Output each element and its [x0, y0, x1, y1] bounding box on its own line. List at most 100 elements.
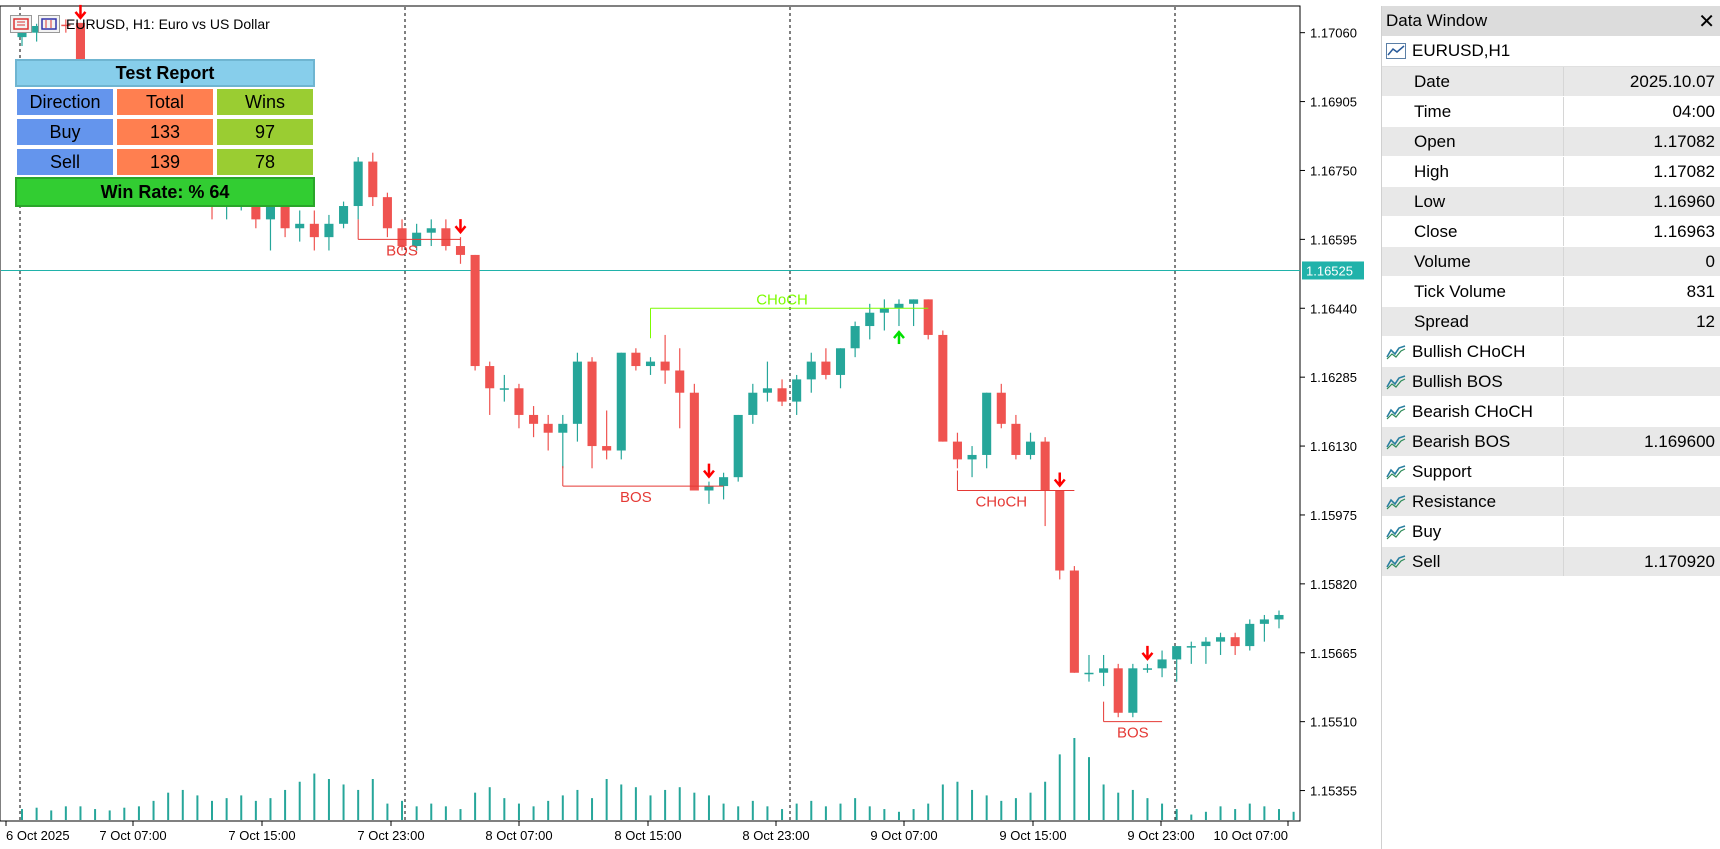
bull-candle [894, 303, 904, 309]
bear-candle [529, 414, 539, 424]
time-tick-label: 9 Oct 15:00 [999, 828, 1066, 843]
row-value [1564, 367, 1720, 396]
bear-candle [1069, 570, 1079, 673]
bull-candle [850, 326, 860, 349]
report-win-rate: Win Rate: % 64 [15, 177, 315, 207]
bull-candle [645, 361, 656, 367]
close-icon[interactable]: ✕ [1698, 10, 1715, 33]
sell-arrow-head [1141, 652, 1154, 661]
data-window-row[interactable]: Open 1.17082 [1382, 127, 1720, 157]
bear-candle [923, 299, 933, 335]
sell-arrow-icon [1053, 472, 1066, 488]
bear-candle [75, 22, 85, 76]
row-label-cell: Bearish BOS [1382, 427, 1564, 456]
row-label: Bearish CHoCH [1412, 401, 1533, 421]
expert-icon[interactable] [38, 15, 60, 33]
data-window-row[interactable]: High 1.17082 [1382, 157, 1720, 187]
bear-candle [821, 361, 831, 375]
sell-arrow-head [703, 469, 715, 479]
indicator-row[interactable]: Bearish BOS 1.169600 [1382, 427, 1720, 457]
bull-candle [1025, 441, 1036, 455]
indicator-row[interactable]: Support [1382, 457, 1720, 487]
trade-panel-icon[interactable] [10, 15, 32, 33]
row-value: 1.17082 [1653, 132, 1715, 151]
indicator-row[interactable]: Bullish BOS [1382, 367, 1720, 397]
bear-candle [543, 423, 553, 433]
row-label: High [1414, 161, 1449, 181]
chart-header: EURUSD, H1: Euro vs US Dollar [10, 11, 270, 37]
bull-candle [1157, 659, 1167, 669]
bull-candle [324, 223, 334, 238]
time-tick-label: 9 Oct 07:00 [870, 828, 937, 843]
bull-candle [1259, 619, 1269, 624]
price-tick-label: 1.16750 [1310, 163, 1357, 178]
bull-candle [339, 206, 349, 224]
bull-candle [499, 388, 509, 390]
report-header-wins: Wins [215, 87, 315, 117]
row-label-cell: Spread [1382, 307, 1564, 336]
bull-candle [1142, 668, 1152, 670]
time-tick-label: 7 Oct 15:00 [228, 828, 295, 843]
row-label: Support [1412, 461, 1472, 481]
row-value [1564, 517, 1720, 546]
bull-candle [1172, 646, 1182, 660]
indicator-row[interactable]: Buy [1382, 517, 1720, 547]
data-window-row[interactable]: Close 1.16963 [1382, 217, 1720, 247]
bear-candle [631, 352, 641, 367]
row-value: 0 [1705, 252, 1715, 271]
bull-candle [909, 299, 919, 304]
price-chart[interactable]: 1.17060 1.16905 1.16750 1.16595 1.16440 1.162… [0, 0, 1379, 849]
data-window-row[interactable]: Time 04:00 [1382, 97, 1720, 127]
row-label: Bullish BOS [1412, 371, 1503, 391]
bear-candle [660, 361, 670, 371]
row-value [1564, 487, 1720, 516]
report-row-sell: Sell 139 78 [15, 147, 315, 177]
bearish-choch-label: CHoCH [975, 494, 1027, 511]
bull-candle [792, 379, 802, 402]
data-window-row[interactable]: Tick Volume 831 [1382, 277, 1720, 307]
current-price-label: 1.16525 [1306, 263, 1353, 278]
row-label-cell: Low [1382, 187, 1564, 216]
indicator-row[interactable]: Bullish CHoCH [1382, 337, 1720, 367]
row-label-cell: Time [1382, 97, 1564, 126]
indicator-row[interactable]: Sell 1.170920 [1382, 547, 1720, 577]
row-label-cell: Resistance [1382, 487, 1564, 516]
time-tick-label: 8 Oct 23:00 [742, 828, 809, 843]
indicator-icon [1386, 524, 1406, 539]
data-window-symbol: EURUSD,H1 [1412, 41, 1511, 60]
row-value [1564, 397, 1720, 426]
data-window-row[interactable]: Spread 12 [1382, 307, 1720, 337]
bear-candle [382, 197, 392, 229]
data-window-row[interactable]: Low 1.16960 [1382, 187, 1720, 217]
chart-symbol-title: EURUSD, H1: Euro vs US Dollar [66, 16, 270, 32]
row-value: 1.16963 [1653, 222, 1715, 241]
bear-candle [952, 441, 962, 460]
data-window-row[interactable]: Date 2025.10.07 [1382, 67, 1720, 97]
row-label-cell: Support [1382, 457, 1564, 486]
price-tick-label: 1.16130 [1310, 439, 1357, 454]
data-window-titlebar[interactable]: Data Window ✕ [1382, 6, 1720, 36]
indicator-row[interactable]: Resistance [1382, 487, 1720, 517]
row-label: Bearish BOS [1412, 431, 1511, 451]
bull-candle [748, 392, 758, 415]
row-label-cell: Volume [1382, 247, 1564, 276]
bear-candle [675, 370, 685, 393]
report-cell-wins: 97 [215, 117, 315, 147]
row-label-cell: Tick Volume [1382, 277, 1564, 306]
indicator-row[interactable]: Bearish CHoCH [1382, 397, 1720, 427]
report-header-row: Direction Total Wins [15, 87, 315, 117]
bull-candle [835, 348, 846, 375]
indicator-icon [1386, 464, 1406, 479]
report-cell-wins: 78 [215, 147, 315, 177]
price-tick-label: 1.16905 [1310, 95, 1357, 110]
row-value [1564, 457, 1720, 486]
bull-candle [1201, 641, 1211, 647]
bull-candle [719, 477, 729, 487]
report-cell-direction: Buy [15, 117, 115, 147]
bear-candle [485, 366, 495, 389]
data-window-row[interactable]: Volume 0 [1382, 247, 1720, 277]
price-tick-label: 1.15665 [1310, 646, 1357, 661]
row-label-cell: Close [1382, 217, 1564, 246]
sell-arrow-head [454, 225, 467, 235]
bear-candle [777, 388, 787, 402]
